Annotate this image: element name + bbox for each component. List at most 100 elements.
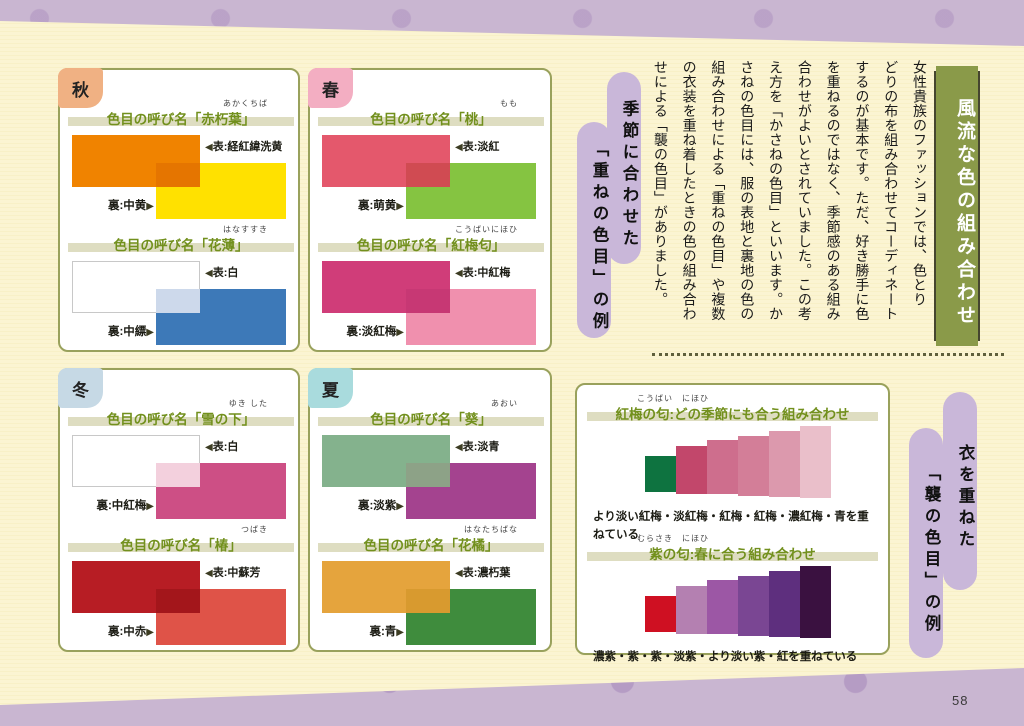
combo-title: 色目の呼び名「赤朽葉」: [68, 108, 294, 128]
overlap-color-swatch: [406, 463, 450, 487]
combo-title: 色目の呼び名「雪の下」: [68, 408, 294, 428]
section-heading: 風流な色の組み合わせ: [936, 66, 978, 346]
season-tab-autumn: 秋: [58, 68, 103, 108]
title-band: [68, 543, 294, 552]
season-box-spring: 春 もも 色目の呼び名「桃」 ◀表:淡紅 裏:萌黄▶ こうばいにほひ 色目の呼び…: [308, 68, 552, 352]
overlap-color-swatch: [406, 589, 450, 613]
combo-title: 色目の呼び名「葵」: [318, 408, 544, 428]
front-label: ◀表:経紅緯洗黄: [205, 141, 283, 153]
overlap-color-swatch: [156, 589, 200, 613]
color-combo: あおい 色目の呼び名「葵」 ◀表:淡青 裏:淡紫▶: [318, 398, 544, 527]
color-combo: ゆき した 色目の呼び名「雪の下」 ◀表:白 裏:中紅梅▶: [68, 398, 294, 527]
osoi-pill-right: 衣を重ねた: [943, 392, 977, 590]
title-band: [68, 117, 294, 126]
season-box-autumn: 秋 あかくちば 色目の呼び名「赤朽葉」 ◀表:経紅緯洗黄 裏:中黄▶ はなすすき…: [58, 68, 300, 352]
gradient-section-koubai: こうばい にほひ 紅梅の匂:どの季節にも合う組み合わせ より淡い紅梅・淡紅梅・紅…: [577, 393, 888, 545]
article-column: 女性貴族のファッションでは、色とり: [912, 60, 928, 307]
front-label: ◀表:濃朽葉: [455, 567, 511, 579]
swatch-pair: ◀表:濃朽葉 裏:青▶: [318, 557, 544, 653]
front-label: ◀表:中蘇芳: [205, 567, 261, 579]
article-column: せによる「襲の色目」がありました。: [652, 60, 669, 307]
swatch-pair: ◀表:淡青 裏:淡紫▶: [318, 431, 544, 527]
color-combo: こうばいにほひ 色目の呼び名「紅梅匂」 ◀表:中紅梅 裏:淡紅梅▶: [318, 224, 544, 353]
color-combo: つばき 色目の呼び名「椿」 ◀表:中蘇芳 裏:中赤▶: [68, 524, 294, 653]
back-label: 裏:中赤▶: [107, 626, 154, 638]
title-band: [587, 412, 878, 421]
article-column: 組み合わせによる「重ねの色目」や複数: [710, 60, 727, 321]
swatch-pair: ◀表:中蘇芳 裏:中赤▶: [68, 557, 294, 653]
gradient-bar: [676, 586, 707, 634]
article-column: を重ねるのではなく、季節感のある組み: [825, 60, 842, 321]
front-label: ◀表:淡青: [455, 441, 500, 453]
overlap-color-swatch: [156, 289, 200, 313]
back-label: 裏:中紅梅▶: [96, 500, 154, 512]
back-label: 裏:青▶: [369, 626, 404, 638]
combo-title: 色目の呼び名「椿」: [68, 534, 294, 554]
gradient-title: 紫の匂:春に合う組み合わせ: [587, 543, 878, 563]
triangle-left-icon: ◀: [455, 268, 463, 279]
gradient-section-murasaki: むらさき にほひ 紫の匂:春に合う組み合わせ 濃紫・紫・紫・淡紫・より淡い紫・紅…: [577, 533, 888, 666]
gradient-bar: [645, 596, 676, 632]
article-column: するのが基本です。ただ、好き勝手に色: [854, 60, 871, 321]
gradient-bar: [769, 431, 800, 497]
furigana: ゆき した: [228, 399, 268, 408]
triangle-left-icon: ◀: [205, 442, 213, 453]
combo-title: 色目の呼び名「紅梅匂」: [318, 234, 544, 254]
article-body: 女性貴族のファッションでは、色とり どりの布を組み合わせてコーディネート するの…: [646, 60, 934, 356]
front-label: ◀表:中紅梅: [455, 267, 511, 279]
gradient-bar: [645, 456, 676, 492]
title-band: [68, 243, 294, 252]
back-label: 裏:淡紅梅▶: [346, 326, 404, 338]
front-label: ◀表:淡紅: [455, 141, 500, 153]
back-label: 裏:淡紫▶: [357, 500, 404, 512]
furigana: はなたちばな: [464, 525, 518, 534]
color-combo: もも 色目の呼び名「桃」 ◀表:淡紅 裏:萌黄▶: [318, 98, 544, 227]
title-band: [318, 243, 544, 252]
title-band: [318, 117, 544, 126]
combo-title: 色目の呼び名「花橘」: [318, 534, 544, 554]
title-band: [587, 552, 878, 561]
front-label: ◀表:白: [205, 441, 239, 453]
gradient-title: 紅梅の匂:どの季節にも合う組み合わせ: [587, 403, 878, 423]
article-column: の衣装を重ね着したときの色の組み合わ: [681, 60, 698, 321]
gradient-bar: [738, 436, 769, 496]
season-tab-winter: 冬: [58, 368, 103, 408]
gradient-caption: 濃紫・紫・紫・淡紫・より淡い紫・紅を重ねている: [593, 651, 858, 663]
combo-title: 色目の呼び名「桃」: [318, 108, 544, 128]
kasane-pill-left: 「重ねの色目」の例: [577, 122, 611, 338]
furigana: あおい: [491, 399, 518, 408]
color-gradient-bars: [577, 426, 888, 506]
triangle-right-icon: ▶: [396, 501, 404, 512]
furigana: あかくちば: [223, 99, 268, 108]
gradient-caption: より淡い紅梅・淡紅梅・紅梅・紅梅・濃紅梅・青を重ねている: [593, 511, 869, 542]
article-column: さねの色目には、服の表地と裏地の色の: [739, 60, 756, 321]
triangle-left-icon: ◀: [205, 142, 213, 153]
triangle-left-icon: ◀: [455, 442, 463, 453]
season-box-summer: 夏 あおい 色目の呼び名「葵」 ◀表:淡青 裏:淡紫▶ はなたちばな 色目の呼び…: [308, 368, 552, 652]
combo-title: 色目の呼び名「花薄」: [68, 234, 294, 254]
color-combo: はなたちばな 色目の呼び名「花橘」 ◀表:濃朽葉 裏:青▶: [318, 524, 544, 653]
triangle-right-icon: ▶: [396, 327, 404, 338]
triangle-right-icon: ▶: [396, 627, 404, 638]
dotted-separator: [652, 353, 1004, 356]
triangle-left-icon: ◀: [455, 142, 463, 153]
triangle-right-icon: ▶: [146, 201, 154, 212]
triangle-left-icon: ◀: [205, 268, 213, 279]
back-label: 裏:中縹▶: [107, 326, 154, 338]
season-tab-summer: 夏: [308, 368, 353, 408]
back-label: 裏:萌黄▶: [357, 200, 404, 212]
gradient-bar: [800, 426, 831, 498]
overlap-color-swatch: [406, 163, 450, 187]
furigana: こうばい にほひ: [637, 394, 709, 403]
season-tab-spring: 春: [308, 68, 353, 108]
article-column: え方を「かさねの色目」といいます。か: [768, 60, 785, 321]
furigana: つばき: [241, 525, 268, 534]
swatch-pair: ◀表:白 裏:中縹▶: [68, 257, 294, 353]
season-box-winter: 冬 ゆき した 色目の呼び名「雪の下」 ◀表:白 裏:中紅梅▶ つばき 色目の呼…: [58, 368, 300, 652]
triangle-right-icon: ▶: [146, 327, 154, 338]
color-combo: あかくちば 色目の呼び名「赤朽葉」 ◀表:経紅緯洗黄 裏:中黄▶: [68, 98, 294, 227]
gradient-bar: [707, 580, 738, 634]
color-combo: はなすすき 色目の呼び名「花薄」 ◀表:白 裏:中縹▶: [68, 224, 294, 353]
gradient-bar: [676, 446, 707, 494]
